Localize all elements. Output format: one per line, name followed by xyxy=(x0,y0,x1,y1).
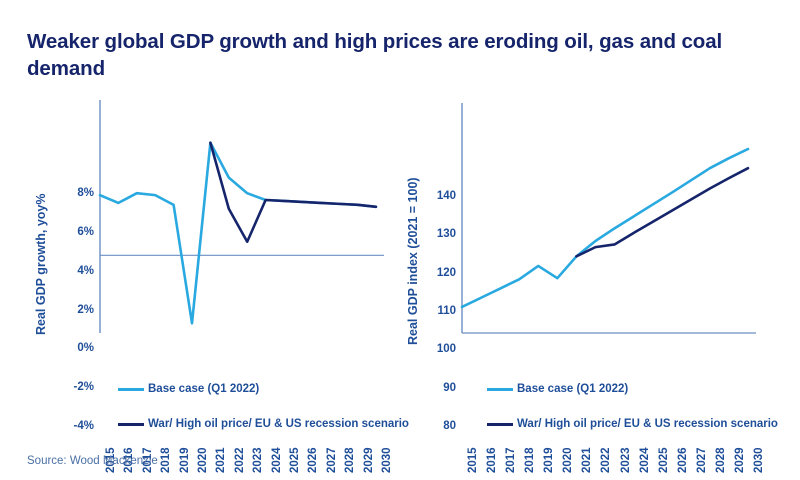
x-tick-label: 2021 xyxy=(581,447,594,473)
y-tick-label: 90 xyxy=(443,381,456,394)
y-tick-label: 4% xyxy=(77,264,94,277)
x-tick-label: 2030 xyxy=(381,447,393,473)
x-tick-label: 2027 xyxy=(695,447,708,473)
legend-swatch-base-case xyxy=(487,387,513,391)
x-tick-label: 2029 xyxy=(733,447,746,473)
y-tick-label: 120 xyxy=(436,266,456,279)
page-title: Weaker global GDP growth and high prices… xyxy=(27,30,723,81)
x-tick-label: 2022 xyxy=(600,447,613,473)
x-tick-label: 2024 xyxy=(638,447,651,473)
x-tick-label: 2025 xyxy=(657,447,670,473)
legend-swatch-scenario xyxy=(118,422,144,426)
x-tick-label: 2018 xyxy=(524,447,537,473)
y-tick-label: 110 xyxy=(437,305,456,317)
x-tick-label: 2016 xyxy=(486,447,499,473)
x-tick-label: 2018 xyxy=(160,447,173,473)
x-tick-label: 2030 xyxy=(753,447,765,473)
x-tick-label: 2020 xyxy=(562,447,575,473)
y-tick-label: 140 xyxy=(436,190,456,202)
x-tick-label: 2026 xyxy=(676,447,689,473)
x-tick-label: 2021 xyxy=(215,447,228,473)
x-tick-label: 2028 xyxy=(714,447,727,473)
x-tick-label: 2029 xyxy=(362,447,375,473)
x-tick-label: 2024 xyxy=(270,447,283,473)
y-tick-label: 2% xyxy=(77,303,94,316)
legend-label-scenario: War/ High oil price/ EU & US recession s… xyxy=(517,418,778,430)
x-tick-label: 2026 xyxy=(307,447,320,473)
x-tick-label: 2017 xyxy=(505,447,518,473)
legend-item-base-case: Base case (Q1 2022) xyxy=(487,380,778,398)
y-tick-label: 8% xyxy=(77,187,94,199)
legend-swatch-base-case xyxy=(118,387,144,391)
y-tick-label: 130 xyxy=(436,228,456,241)
y-tick-label: -4% xyxy=(73,420,94,432)
y-tick-label: -2% xyxy=(73,381,94,394)
x-tick-label: 2019 xyxy=(178,447,191,473)
legend-swatch-scenario xyxy=(487,422,513,426)
x-tick-label: 2019 xyxy=(543,447,556,473)
source-note: Source: Wood Mackenzie xyxy=(27,455,158,467)
legend-label-base-case: Base case (Q1 2022) xyxy=(517,383,629,395)
y-tick-label: 0% xyxy=(77,342,94,355)
legend-item-scenario: War/ High oil price/ EU & US recession s… xyxy=(487,415,778,433)
legend-label-base-case: Base case (Q1 2022) xyxy=(148,383,260,395)
x-tick-label: 2027 xyxy=(325,447,338,473)
x-tick-label: 2020 xyxy=(197,447,209,473)
legend-label-scenario: War/ High oil price/ EU & US recession s… xyxy=(148,418,409,430)
x-tick-label: 2028 xyxy=(344,447,357,473)
gdp-index-line-chart xyxy=(460,103,756,334)
x-tick-label: 2015 xyxy=(467,447,479,473)
gdp-growth-line-chart xyxy=(98,100,384,333)
legend-item-base-case: Base case (Q1 2022) xyxy=(118,380,409,398)
x-tick-label: 2023 xyxy=(252,447,265,473)
legend-left: Base case (Q1 2022) War/ High oil price/… xyxy=(118,380,409,433)
y-tick-label: 80 xyxy=(443,420,456,432)
legend-right: Base case (Q1 2022) War/ High oil price/… xyxy=(487,380,778,433)
legend-item-scenario: War/ High oil price/ EU & US recession s… xyxy=(118,415,409,433)
x-tick-label: 2025 xyxy=(289,447,301,473)
y-tick-label: 6% xyxy=(77,225,94,238)
x-tick-label: 2022 xyxy=(233,447,246,473)
x-tick-label: 2023 xyxy=(619,447,632,473)
y-tick-label: 100 xyxy=(436,343,456,356)
